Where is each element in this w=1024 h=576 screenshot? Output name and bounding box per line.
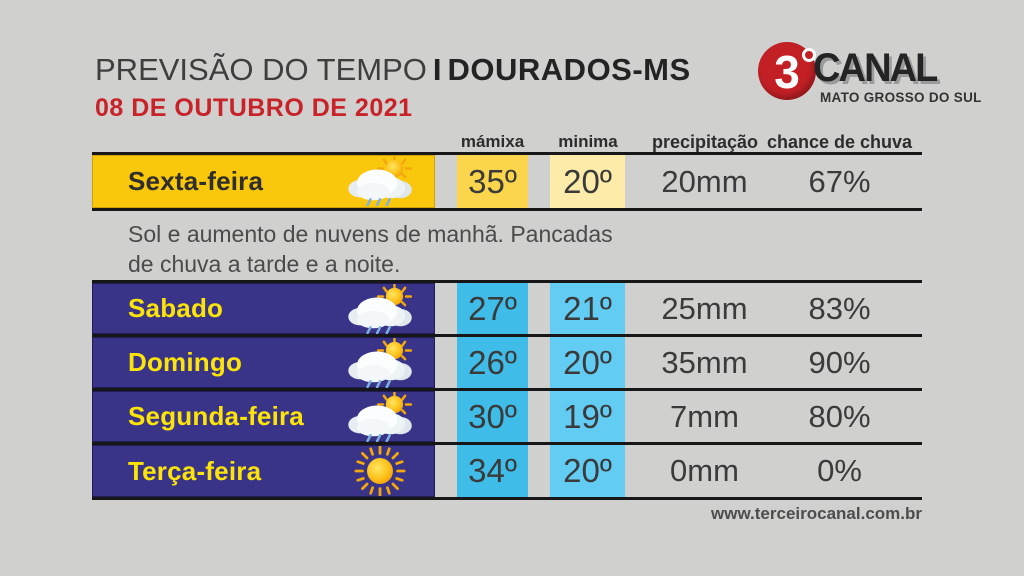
rain-chance-value: 67% <box>808 163 871 199</box>
precipitation-value: 20mm <box>661 163 748 199</box>
title-separator: I <box>432 52 442 87</box>
max-temp-cell: 27º <box>457 283 528 334</box>
divider <box>92 208 922 211</box>
precipitation-value: 35mm <box>661 344 748 380</box>
rain-chance-value: 80% <box>808 398 871 434</box>
sun-cloud-rain-icon <box>340 284 422 334</box>
precipitation-value: 25mm <box>661 290 748 326</box>
day-label: Sabado <box>128 293 224 323</box>
max-temp-cell: 34º <box>457 445 528 497</box>
page-title: PREVISÃO DO TEMPO I DOURADOS-MS <box>95 52 691 88</box>
rain-chance-value: 90% <box>808 344 871 380</box>
divider <box>92 497 922 500</box>
website-url: www.terceirocanal.com.br <box>711 504 922 523</box>
rain-chance-value: 83% <box>808 290 871 326</box>
column-header-min: minima <box>558 132 618 151</box>
table-row: Terça-feira 34º 20º 0mm 0% <box>92 445 922 497</box>
logo-number: 3 <box>774 46 800 98</box>
logo-degree-icon <box>802 48 816 62</box>
channel-logo: 3 CANAL MATO GROSSO DO SUL <box>758 38 981 110</box>
divider <box>92 334 922 337</box>
divider <box>92 280 922 283</box>
min-temp-cell: 20º <box>550 445 625 497</box>
day-label: Sexta-feira <box>128 166 264 196</box>
divider <box>92 388 922 391</box>
sun-cloud-rain-icon <box>340 156 422 206</box>
divider <box>92 152 922 155</box>
min-temp-cell: 19º <box>550 391 625 442</box>
title-left: PREVISÃO DO TEMPO <box>95 52 427 87</box>
table-row: Domingo 26º 20º 35mm 90% <box>92 337 922 388</box>
min-temp-cell: 20º <box>550 337 625 388</box>
precipitation-value: 0mm <box>670 453 739 488</box>
sun-cloud-rain-icon <box>340 338 422 388</box>
logo-red-circle: 3 <box>758 42 816 100</box>
logo-region: MATO GROSSO DO SUL <box>820 90 982 105</box>
title-city: DOURADOS-MS <box>447 52 691 87</box>
min-temp-cell: 20º <box>550 155 625 208</box>
table-row: Sabado 27º 21º 25mm 83% <box>92 283 922 334</box>
column-header-max: mámixa <box>460 132 525 151</box>
sun-cloud-rain-icon <box>340 392 422 442</box>
table-row: Segunda-feira 30º 19º 7mm 80% <box>92 391 922 442</box>
max-temp-cell: 26º <box>457 337 528 388</box>
rain-chance-value: 0% <box>817 453 862 488</box>
max-temp-cell: 30º <box>457 391 528 442</box>
day-label: Terça-feira <box>128 455 262 486</box>
day-label: Domingo <box>128 347 243 377</box>
forecast-date: 08 DE OUTUBRO DE 2021 <box>95 94 413 122</box>
precipitation-value: 7mm <box>670 398 739 434</box>
logo-name: CANAL <box>813 46 938 90</box>
max-temp-cell: 35º <box>457 155 528 208</box>
day-band: Terça-feira <box>92 445 435 497</box>
min-temp-cell: 21º <box>550 283 625 334</box>
day-band: Domingo <box>92 337 435 388</box>
forecast-note: Sol e aumento de nuvens de manhã. Pancad… <box>128 221 613 277</box>
column-header-chance: chance de chuva <box>766 132 913 152</box>
column-header-precip: precipitação <box>651 132 759 152</box>
divider <box>92 442 922 445</box>
sun-icon <box>348 446 412 496</box>
day-label: Segunda-feira <box>128 401 304 431</box>
table-row: Sexta-feira 35º 20º 20mm 67% <box>92 155 922 208</box>
